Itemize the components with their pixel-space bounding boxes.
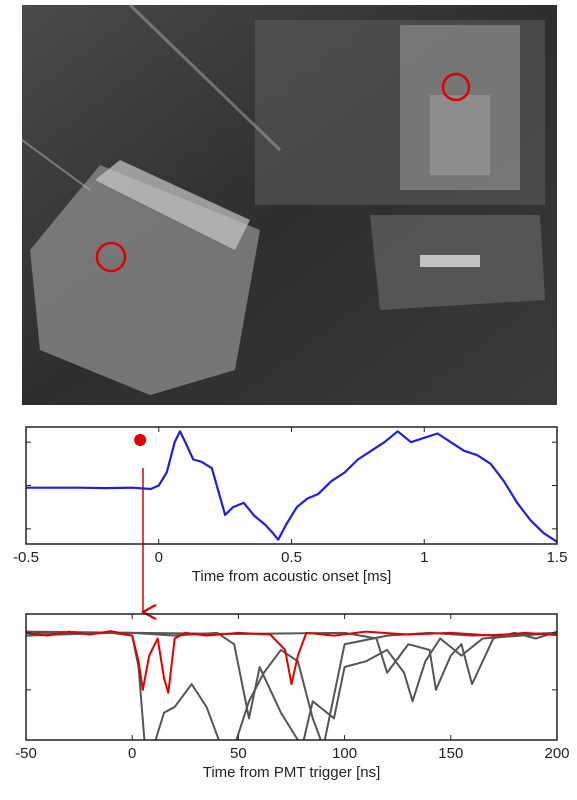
axes-box	[25, 426, 558, 545]
x-tick-label: 1	[420, 549, 428, 566]
x-axis-label: Time from acoustic onset [ms]	[192, 568, 392, 585]
marker-dot	[134, 434, 147, 446]
plot-area	[26, 630, 557, 740]
x-tick-label: 200	[544, 745, 569, 762]
x-tick-label: 150	[438, 745, 463, 762]
x-tick-label: -0.5	[13, 549, 39, 566]
data-line	[26, 630, 557, 694]
x-tick-label: 0.5	[281, 549, 302, 566]
x-tick-label: 0	[128, 745, 136, 762]
data-line	[26, 631, 557, 740]
x-tick-label: 100	[332, 745, 357, 762]
data-line	[26, 631, 557, 740]
data-line	[26, 430, 557, 543]
x-tick-label: 0	[155, 549, 163, 566]
x-tick-label: -50	[15, 745, 37, 762]
axes-box	[25, 613, 558, 741]
x-tick-label: 1.5	[547, 549, 568, 566]
x-tick-label: 50	[230, 745, 247, 762]
plot-area	[26, 430, 557, 543]
x-axis-label: Time from PMT trigger [ns]	[203, 764, 381, 781]
photo	[21, 3, 557, 405]
